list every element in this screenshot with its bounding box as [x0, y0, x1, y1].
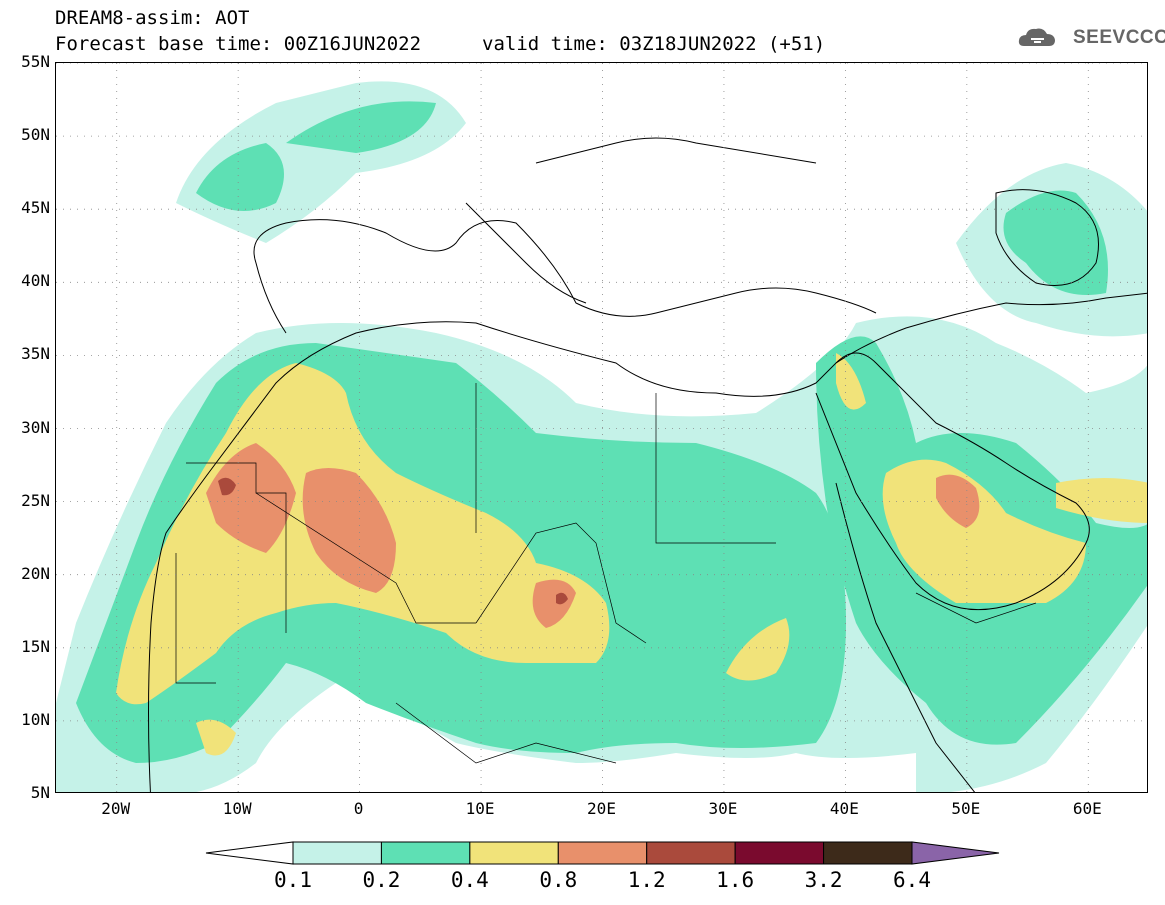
colorbar-tick-label: 0.1 — [274, 868, 312, 892]
colorbar-tick-label: 3.2 — [804, 868, 843, 892]
lat-tick-label: 40N — [21, 271, 50, 291]
graticule-grid — [56, 63, 1147, 792]
forecast-base-time: Forecast base time: 00Z16JUN2022 — [55, 33, 422, 55]
colorbar-boxes — [205, 841, 1000, 865]
colorbar-tick-label: 0.2 — [362, 868, 401, 892]
lat-tick-label: 55N — [21, 52, 50, 71]
colorbar-box — [823, 841, 913, 865]
aot-map — [56, 63, 1147, 792]
lon-tick-label: 30E — [708, 799, 738, 818]
lon-tick-label: 50E — [951, 799, 981, 818]
lon-tick-label: 10W — [222, 799, 252, 818]
colorbar-over-triangle — [911, 841, 1000, 865]
lat-tick-label: 15N — [21, 636, 50, 656]
colorbar-tick-label: 1.2 — [627, 868, 666, 892]
colorbar-box — [734, 841, 825, 865]
map-title: DREAM8-assim: AOT — [55, 7, 250, 29]
lon-tick-label: 40E — [829, 799, 859, 818]
lat-tick-label: 35N — [21, 344, 50, 364]
lon-tick-label: 60E — [1072, 799, 1102, 818]
lat-tick-label: 20N — [21, 563, 50, 583]
lat-tick-label: 50N — [21, 125, 50, 145]
lat-tick-label: 10N — [21, 709, 50, 729]
colorbar-tick-label: 6.4 — [893, 868, 931, 892]
lat-tick-label: 25N — [21, 490, 50, 510]
aot-level-1.2 — [218, 477, 568, 605]
lon-tick-label: 20W — [101, 799, 131, 818]
logo-text: SEEVCCC — [1073, 27, 1165, 48]
colorbar-box — [380, 841, 471, 865]
colorbar-box — [646, 841, 736, 865]
aot-level-0.8 — [206, 443, 980, 628]
colorbar-tick-label: 0.4 — [450, 868, 489, 892]
lon-tick-label: 0 — [353, 799, 364, 818]
lat-tick-label: 5N — [30, 783, 50, 802]
colorbar-under-triangle — [205, 841, 294, 865]
colorbar-box — [557, 841, 648, 865]
cloud-logo-icon — [1018, 28, 1055, 46]
colorbar — [205, 841, 1000, 865]
colorbar-tick-label: 0.8 — [539, 868, 578, 892]
lon-tick-label: 10E — [465, 799, 495, 818]
lat-tick-label: 45N — [21, 198, 50, 218]
valid-time: valid time: 03Z18JUN2022 (+51) — [482, 33, 826, 55]
lat-tick-label: 30N — [21, 417, 50, 437]
lon-tick-label: 20E — [587, 799, 616, 818]
map-panel — [55, 62, 1148, 793]
country-borders — [175, 383, 1037, 764]
colorbar-box — [469, 841, 559, 865]
colorbar-box — [292, 841, 382, 865]
coastlines — [148, 137, 1147, 792]
colorbar-tick-label: 1.6 — [716, 868, 755, 892]
